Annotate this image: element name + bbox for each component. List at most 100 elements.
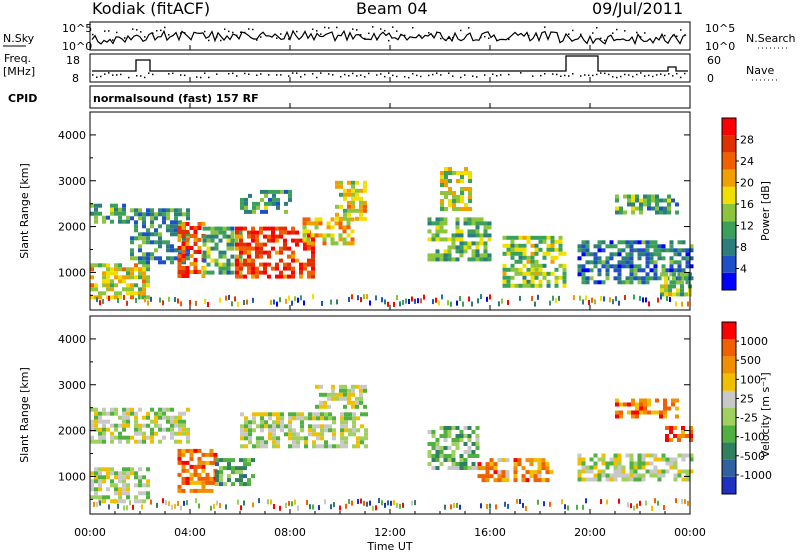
velocity-cell: [615, 410, 619, 415]
power-cell: [110, 271, 114, 276]
noise-search-dot: [112, 39, 114, 41]
velocity-cell: [272, 436, 276, 441]
velocity-cell: [665, 457, 670, 462]
power-cell: [435, 217, 440, 222]
velocity-cell: [126, 483, 130, 488]
power-cell: [479, 221, 484, 226]
power-cell: [613, 244, 618, 249]
velocity-cell: [617, 473, 622, 478]
velocity-ground-cell: [630, 503, 632, 509]
velocity-cell: [150, 439, 154, 444]
power-cell: [255, 274, 259, 279]
velocity-cell: [213, 452, 218, 457]
power-cell: [677, 248, 682, 253]
power-ground-cell: [534, 301, 536, 307]
power-cell: [681, 276, 686, 281]
power-cell: [142, 252, 146, 257]
power-cell: [185, 242, 190, 246]
power-cell: [534, 263, 539, 268]
velocity-cell: [605, 461, 610, 466]
power-cell: [639, 198, 643, 203]
velocity-cell: [447, 446, 452, 450]
power-cell: [202, 266, 207, 271]
power-cell: [641, 268, 646, 273]
velocity-cell: [201, 464, 206, 469]
velocity-cell: [451, 466, 456, 470]
power-cell: [550, 255, 555, 260]
velocity-ground-cell: [639, 500, 641, 506]
power-cell: [311, 238, 315, 243]
velocity-cell: [533, 470, 538, 475]
velocity-cell: [94, 471, 98, 476]
velocity-cell: [166, 415, 170, 420]
velocity-ground-cell: [237, 499, 239, 505]
power-cell: [247, 250, 251, 255]
nave-dot: [280, 74, 282, 76]
noise-search-dot: [600, 37, 602, 40]
velocity-ground-cell: [399, 503, 401, 509]
velocity-cell: [185, 448, 190, 453]
velocity-cell: [235, 478, 239, 483]
velocity-cell: [653, 457, 658, 462]
noise-search-dot: [400, 34, 402, 36]
power-cell: [335, 204, 339, 209]
velocity-cell: [651, 410, 655, 415]
power-cell: [114, 207, 118, 212]
power-cell: [455, 221, 460, 226]
power-ground-cell: [297, 297, 299, 303]
power-cell: [447, 257, 452, 262]
velocity-cell: [276, 424, 280, 429]
velocity-cell: [272, 444, 276, 449]
power-cell: [174, 228, 178, 233]
velocity-cell: [98, 427, 102, 432]
velocity-cell: [501, 474, 506, 479]
velocity-ground-cell: [279, 505, 281, 511]
power-cell: [244, 209, 248, 214]
power-cell: [673, 268, 678, 273]
power-cell: [303, 246, 307, 251]
velocity-cell: [189, 472, 194, 477]
velocity-cell: [324, 440, 328, 445]
velocity-cell: [323, 400, 327, 405]
power-cell: [259, 242, 263, 247]
velocity-cell: [609, 473, 614, 478]
velocity-cell: [98, 439, 102, 444]
power-cell: [669, 280, 674, 285]
velocity-cell: [98, 479, 102, 484]
noise-search-dot: [360, 34, 362, 36]
power-cell: [451, 245, 456, 250]
power-cell: [562, 275, 567, 280]
power-cell: [268, 201, 272, 206]
velocity-cell: [260, 444, 264, 449]
velocity-cell: [170, 419, 174, 424]
power-cell: [510, 283, 515, 288]
power-cell: [676, 280, 680, 285]
velocity-cell: [248, 428, 252, 433]
noise-search-dot: [664, 34, 666, 37]
power-cell: [251, 262, 255, 267]
power-cell: [339, 180, 343, 185]
velocity-cell: [661, 457, 666, 462]
power-cell: [186, 232, 190, 237]
velocity-cell: [231, 470, 235, 475]
velocity-cell: [312, 432, 316, 437]
power-cell: [94, 215, 98, 220]
velocity-cell: [252, 444, 256, 449]
power-cell: [444, 167, 448, 171]
power-cell: [106, 271, 110, 276]
velocity-cell: [681, 430, 685, 434]
power-cell: [263, 266, 267, 271]
velocity-cell: [102, 475, 106, 480]
velocity-cell: [489, 474, 494, 479]
nave-dot: [448, 72, 450, 74]
power-cell: [247, 234, 251, 239]
velocity-colorbar-tick-label: -25: [740, 412, 758, 425]
velocity-cell: [177, 452, 182, 457]
power-cell: [142, 279, 146, 284]
power-cell: [287, 246, 291, 251]
nave-dot: [436, 72, 438, 74]
velocity-ground-cell: [198, 503, 200, 509]
velocity-cell: [316, 432, 320, 437]
power-cell: [542, 235, 547, 240]
power-cell: [443, 237, 448, 242]
